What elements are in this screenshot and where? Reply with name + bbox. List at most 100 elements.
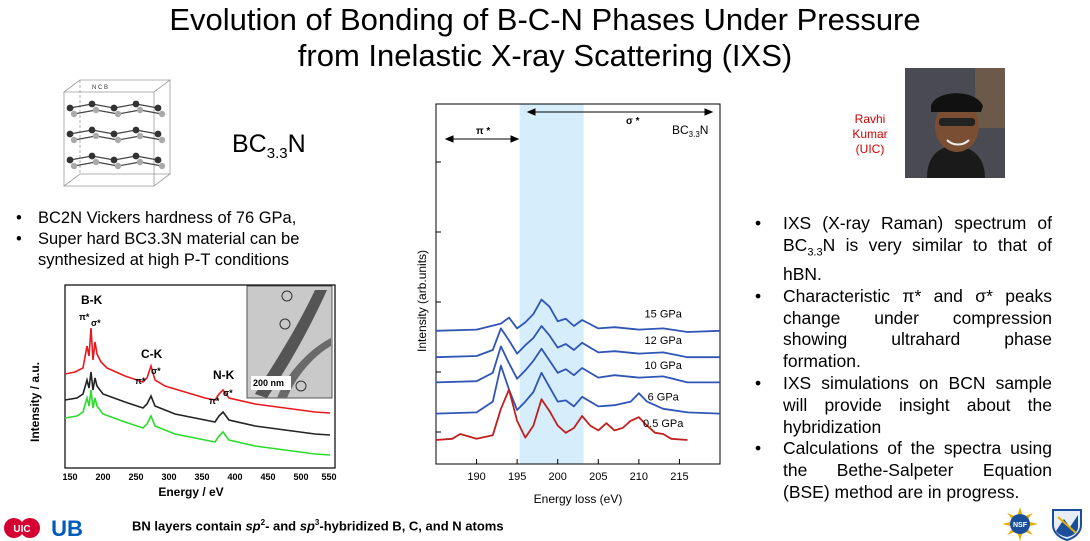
eels-black-spectrum: [64, 371, 331, 436]
crystal-layers: [66, 100, 166, 170]
sigma-arrow: [526, 108, 714, 116]
ixs-series-line: [435, 298, 721, 333]
eels-nk-pi: π*: [209, 396, 220, 406]
ixs-series-line: [435, 364, 721, 415]
author-first-name: Ravhi: [854, 112, 886, 126]
footer-caption: BN layers contain sp2- and sp3-hybridize…: [132, 518, 504, 533]
ixs-xtick-label: 215: [670, 471, 688, 483]
ixs-plot-frame: [435, 103, 721, 465]
eels-xtick: 350: [194, 472, 209, 482]
crystal-structure-figure: N C B: [62, 79, 172, 187]
uic-logo: UIC: [4, 518, 40, 538]
eels-ylabel: Intensity / a.u.: [28, 362, 42, 442]
eels-xtick: 450: [260, 472, 275, 482]
ixs-xtick-label: 210: [630, 471, 648, 483]
ixs-series-label: 15 GPa: [645, 309, 683, 321]
ub-logo: UB: [51, 516, 83, 540]
eels-xticks: 150 200 250 300 350 400 450 500 550: [62, 472, 336, 482]
formula-sub: 3.3: [266, 145, 288, 162]
ixs-series-label: 0.5 GPa: [643, 418, 684, 430]
eels-xtick: 250: [128, 472, 143, 482]
left-bullet-1: BC2N Vickers hardness of 76 GPa,: [10, 208, 390, 229]
formula-main: BC: [232, 130, 267, 158]
eels-xtick: 200: [95, 472, 110, 482]
ixs-series-line: [435, 345, 720, 384]
eels-tem-inset: 200 nm: [246, 285, 333, 399]
eels-nk-sigma: σ*: [223, 388, 233, 398]
ixs-xlabel: Energy loss (eV): [534, 492, 623, 506]
ixs-series-label: 10 GPa: [645, 360, 683, 372]
ub-logo-text: UB: [51, 516, 83, 540]
ixs-xtick-label: 200: [549, 471, 567, 483]
left-bullet-2: Super hard BC3.3N material can be synthe…: [10, 229, 390, 271]
formula-end: N: [287, 130, 306, 158]
ixs-series-group: 15 GPa 12 GPa 10 GPa 6 GPa 0.5 GPa: [435, 298, 721, 441]
eels-xtick: 500: [293, 472, 308, 482]
right-bullet-2: Characteristic π* and σ* peaks change un…: [755, 286, 1052, 373]
footer-part-2: - and: [265, 518, 300, 534]
author-photo-image: [905, 68, 1005, 178]
ixs-xtick-label: 190: [467, 471, 485, 483]
eels-chart: Intensity / a.u. 150 200 250 300 350 400…: [28, 284, 337, 499]
right-bullet-1-pre: IXS (X-ray Raman) spectrum of BC: [783, 213, 1052, 255]
footer-part-1: BN layers contain: [132, 518, 246, 534]
eels-xtick: 550: [321, 472, 336, 482]
ixs-series-line: [435, 388, 688, 441]
author-photo: [905, 68, 1005, 178]
right-bullet-1-post: N is very similar to that of hBN.: [783, 234, 1052, 285]
crystal-atom-labels: N C B: [92, 85, 108, 91]
ixs-series-label: 6 GPa: [648, 391, 680, 403]
eels-bk-label: B-K: [81, 293, 103, 307]
eels-xlabel: Energy / eV: [158, 485, 223, 499]
uic-logo-text: UIC: [13, 524, 30, 535]
eels-ck-sigma: σ*: [151, 366, 161, 376]
eels-green-spectrum: [64, 389, 331, 456]
right-bullet-list: IXS (X-ray Raman) spectrum of BC3.3N is …: [755, 213, 1052, 504]
ixs-chart-title: BC3.3N: [672, 123, 708, 139]
nsf-logo: NSF: [1002, 507, 1038, 541]
eels-ck-pi: π*: [135, 376, 146, 386]
ixs-series-line: [435, 325, 720, 359]
footer-sp-1: sp: [245, 518, 261, 534]
author-affiliation: (UIC): [855, 142, 885, 156]
eels-xtick: 300: [161, 472, 176, 482]
eels-bk-sigma: σ*: [91, 318, 101, 328]
ixs-title-sub: 3.3: [689, 130, 701, 139]
ixs-title-end: N: [700, 123, 709, 137]
pi-arrow: [444, 135, 520, 143]
inset-scale-bar: 200 nm: [253, 378, 284, 388]
eels-bk-pi: π*: [79, 312, 90, 322]
ixs-yticks: [436, 161, 441, 433]
author-credit: Ravhi Kumar (UIC): [835, 112, 905, 157]
pi-label: π *: [476, 126, 490, 137]
eels-xtick: 150: [62, 472, 77, 482]
ixs-chart: 15 GPa 12 GPa 10 GPa 6 GPa 0.5 GPa 190 195 200…: [415, 103, 721, 506]
sigma-shaded-band: [519, 104, 584, 464]
eels-xtick: 400: [227, 472, 242, 482]
eels-ck-label: C-K: [141, 347, 163, 361]
title-line-2: from Inelastic X-ray Scattering (IXS): [297, 38, 793, 73]
ixs-xtick-label: 195: [508, 471, 526, 483]
ixs-series-label: 12 GPa: [645, 335, 683, 347]
ixs-xtick-label: 205: [589, 471, 607, 483]
left-bullet-list: BC2N Vickers hardness of 76 GPa, Super h…: [10, 208, 390, 271]
author-last-name: Kumar: [852, 127, 888, 141]
right-bullet-4: Calculations of the spectra using the Be…: [755, 438, 1052, 503]
doe-shield-logo: [1052, 509, 1082, 541]
title-line-1: Evolution of Bonding of B-C-N Phases Und…: [169, 2, 921, 37]
ixs-ylabel: Intensity (arb.units): [415, 250, 429, 352]
slide-title: Evolution of Bonding of B-C-N Phases Und…: [0, 2, 1090, 74]
eels-nk-label: N-K: [213, 368, 235, 382]
ixs-title-main: BC: [672, 123, 689, 137]
eels-red-spectrum: [64, 327, 331, 414]
footer-part-3: -hybridized B, C, and N atoms: [319, 518, 504, 534]
footer-sp-2: sp: [299, 518, 315, 534]
formula-label: BC3.3N: [232, 130, 306, 162]
footer-sup-3: 3: [314, 518, 320, 527]
right-bullet-1: IXS (X-ray Raman) spectrum of BC3.3N is …: [755, 213, 1052, 286]
right-bullet-3: IXS simulations on BCN sample will provi…: [755, 373, 1052, 438]
nsf-logo-text: NSF: [1013, 522, 1028, 529]
footer-sup-2: 2: [260, 518, 266, 527]
right-bullet-1-sub: 3.3: [807, 246, 823, 259]
ixs-xticks: 190 195 200 205 210 215: [467, 459, 689, 483]
